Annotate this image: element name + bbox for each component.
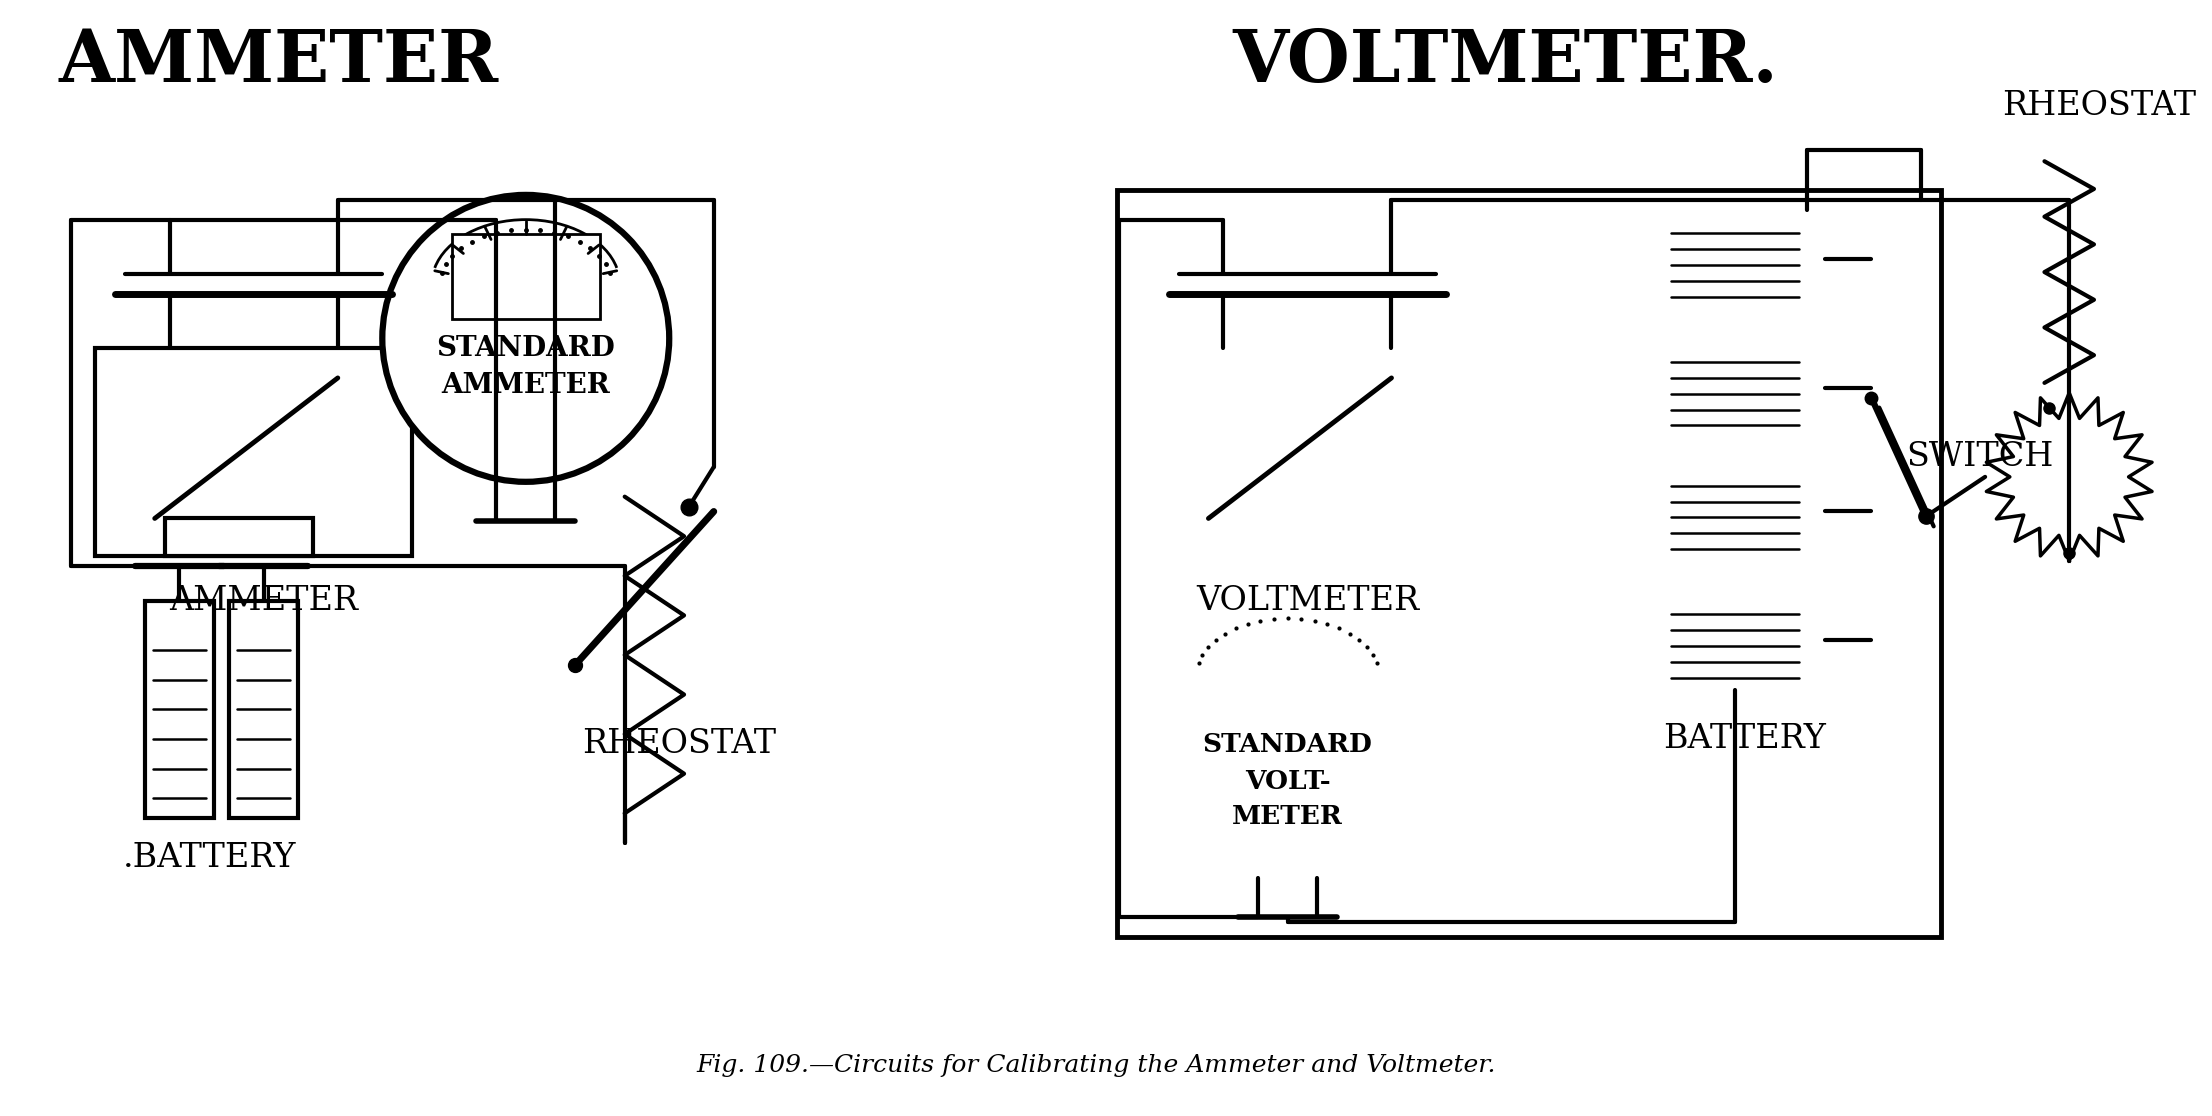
- Bar: [451, 234, 599, 318]
- Bar: [230, 600, 299, 818]
- Bar: [1663, 462, 1807, 561]
- Bar: [1208, 620, 1367, 710]
- Bar: [1117, 190, 1940, 937]
- Text: VOLTMETER.: VOLTMETER.: [1232, 26, 1778, 97]
- Circle shape: [1135, 571, 1440, 877]
- Text: .BATTERY: .BATTERY: [122, 841, 296, 874]
- Bar: [1807, 501, 1825, 521]
- Bar: [1807, 378, 1825, 397]
- Text: AMMETER: AMMETER: [442, 373, 611, 400]
- Text: STANDARD: STANDARD: [436, 335, 615, 362]
- Text: STANDARD: STANDARD: [1203, 731, 1371, 757]
- Bar: [144, 600, 215, 818]
- Text: Fig. 109.—Circuits for Calibrating the Ammeter and Voltmeter.: Fig. 109.—Circuits for Calibrating the A…: [697, 1054, 1495, 1077]
- Text: METER: METER: [1232, 804, 1343, 829]
- Bar: [1219, 519, 1367, 556]
- Bar: [164, 519, 314, 556]
- Bar: [1663, 590, 1807, 690]
- Text: RHEOSTAT: RHEOSTAT: [2002, 90, 2197, 122]
- Bar: [1807, 631, 1825, 650]
- Bar: [1148, 348, 1467, 556]
- Bar: [1807, 249, 1825, 269]
- Text: VOLTMETER: VOLTMETER: [1197, 585, 1418, 616]
- Text: BATTERY: BATTERY: [1663, 723, 1827, 756]
- Bar: [1663, 338, 1807, 437]
- Text: SWITCH: SWITCH: [1907, 441, 2055, 473]
- Circle shape: [383, 195, 670, 482]
- Bar: [95, 348, 411, 556]
- Text: AMMETER: AMMETER: [168, 585, 358, 616]
- Text: AMMETER: AMMETER: [58, 26, 498, 97]
- Text: VOLT-: VOLT-: [1245, 769, 1329, 795]
- Bar: [1663, 210, 1807, 309]
- Text: RHEOSTAT: RHEOSTAT: [582, 728, 776, 760]
